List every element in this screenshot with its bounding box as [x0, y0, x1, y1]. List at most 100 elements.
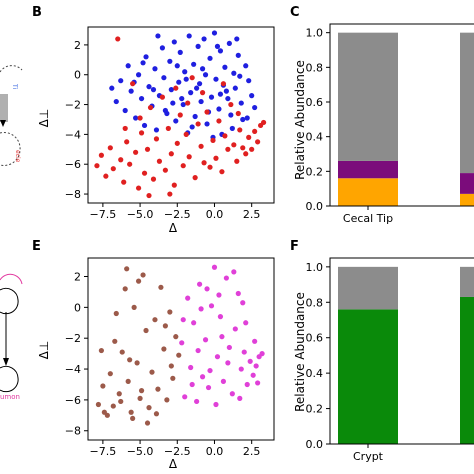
y-tick-label: 0.2	[306, 403, 324, 416]
x-tick-label: −2.5	[164, 208, 191, 221]
panel-c: C Relative Abundance 0.0 0.2 0.4 0.6 0.8 1.0 C…	[290, 5, 474, 225]
scatter-point-blue	[179, 95, 185, 102]
bar-segment-orange	[338, 178, 398, 206]
scatter-point-magenta	[253, 363, 259, 369]
scatter-point-brown	[152, 317, 158, 323]
y-tick-label: 0	[74, 69, 81, 82]
y-tick-label: 0.8	[306, 61, 324, 74]
scatter-point-red	[177, 112, 183, 118]
y-tick-label: −2	[65, 99, 81, 112]
scatter-point-brown	[116, 391, 122, 397]
scatter-point-magenta	[235, 290, 241, 297]
scatter-point-red	[171, 182, 177, 188]
panel-letter-e: E	[32, 239, 41, 254]
scatter-point-blue	[146, 84, 152, 90]
scatter-point-red	[234, 158, 240, 164]
scatter-point-magenta	[182, 394, 188, 400]
scatter-point-blue	[228, 112, 234, 118]
scatter-point-blue	[223, 88, 229, 94]
scatter-point-brown	[138, 388, 145, 394]
panel-e: E Δ⊥ Δ −7.5 −5.0 −2.5 0.0 2.5 2 0 −2 −4 −6 −8	[32, 239, 275, 471]
scatter-point-blue	[162, 107, 168, 114]
scatter-point-red	[133, 149, 139, 155]
scatter-point-red	[219, 169, 225, 175]
scatter-point-brown	[167, 309, 173, 315]
y-tick-label: 0.6	[306, 332, 324, 345]
panel-e-xlabel: Δ	[169, 457, 178, 471]
scatter-point-blue	[213, 76, 219, 82]
y-tick-label: −6	[65, 394, 81, 407]
scatter-point-red	[153, 136, 160, 142]
scatter-point-blue	[168, 87, 174, 93]
bottom-node-upper	[0, 287, 19, 315]
scatter-point-red	[185, 100, 191, 106]
scatter-point-blue	[161, 75, 167, 81]
scatter-point-brown	[107, 371, 113, 377]
scatter-point-red	[165, 125, 171, 132]
panel-f-frame	[329, 257, 474, 445]
scatter-point-magenta	[194, 398, 200, 405]
scatter-point-blue	[216, 106, 222, 112]
scatter-point-magenta	[217, 314, 224, 320]
scatter-point-blue	[211, 30, 218, 36]
y-tick-label: 2	[74, 271, 81, 284]
x-tick-label: 2.5	[243, 445, 261, 458]
bottom-node-lower	[0, 365, 19, 393]
scatter-point-blue	[244, 115, 250, 121]
scatter-point-brown	[131, 304, 137, 310]
scatter-point-blue	[231, 70, 237, 76]
scatter-point-blue	[140, 60, 146, 66]
scatter-point-red	[156, 158, 163, 164]
bottom-cycle-arc	[0, 273, 23, 285]
scatter-point-blue	[177, 49, 183, 55]
panel-b-xlabel: Δ	[169, 221, 178, 235]
scatter-point-blue	[243, 63, 249, 69]
scatter-point-brown	[128, 409, 134, 415]
x-tick-label: 0.0	[206, 445, 224, 458]
scatter-point-red	[213, 155, 219, 161]
scatter-point-blue	[214, 43, 221, 49]
scatter-point-blue	[225, 95, 231, 102]
bar-segment-grey	[460, 266, 474, 297]
top-diagram-label-2: ecie	[14, 150, 21, 163]
scatter-point-magenta	[255, 380, 261, 386]
scatter-point-magenta	[223, 275, 229, 281]
scatter-point-magenta	[197, 281, 203, 287]
scatter-point-brown	[127, 357, 133, 363]
x-tick-label: −7.5	[90, 208, 117, 221]
bottom-diagram-label: umon	[0, 393, 20, 401]
scatter-point-blue	[229, 125, 235, 132]
scatter-point-blue	[238, 100, 244, 106]
scatter-point-blue	[194, 85, 200, 91]
scatter-point-brown	[110, 403, 116, 409]
scatter-point-blue	[133, 115, 139, 121]
scatter-point-brown	[168, 363, 174, 369]
scatter-point-blue	[152, 66, 158, 72]
y-tick-label: 2	[74, 39, 81, 52]
scatter-point-blue	[167, 58, 173, 64]
scatter-point-red	[127, 161, 133, 167]
scatter-point-magenta	[259, 351, 265, 357]
y-tick-label: 1.0	[306, 27, 324, 40]
scatter-point-red	[180, 163, 186, 169]
y-tick-label: −8	[65, 188, 81, 201]
scatter-point-blue	[183, 76, 189, 82]
scatter-point-brown	[130, 415, 136, 422]
bar-segment-purple	[338, 160, 398, 179]
bar-segment-grey	[338, 32, 398, 161]
scatter-point-red	[110, 166, 116, 172]
scatter-point-red	[118, 157, 124, 163]
top-cycle-arc	[0, 65, 23, 73]
scatter-point-red	[237, 127, 243, 133]
bar-segment-green	[338, 309, 398, 444]
scatter-point-brown	[113, 310, 119, 317]
scatter-point-red	[150, 176, 157, 182]
scatter-point-magenta	[204, 286, 210, 292]
y-tick-label: −6	[65, 158, 81, 171]
scatter-point-red	[243, 151, 249, 157]
scatter-point-red	[225, 146, 231, 152]
scatter-point-brown	[134, 360, 140, 366]
scatter-point-brown	[158, 284, 164, 290]
scatter-point-brown	[146, 405, 152, 411]
